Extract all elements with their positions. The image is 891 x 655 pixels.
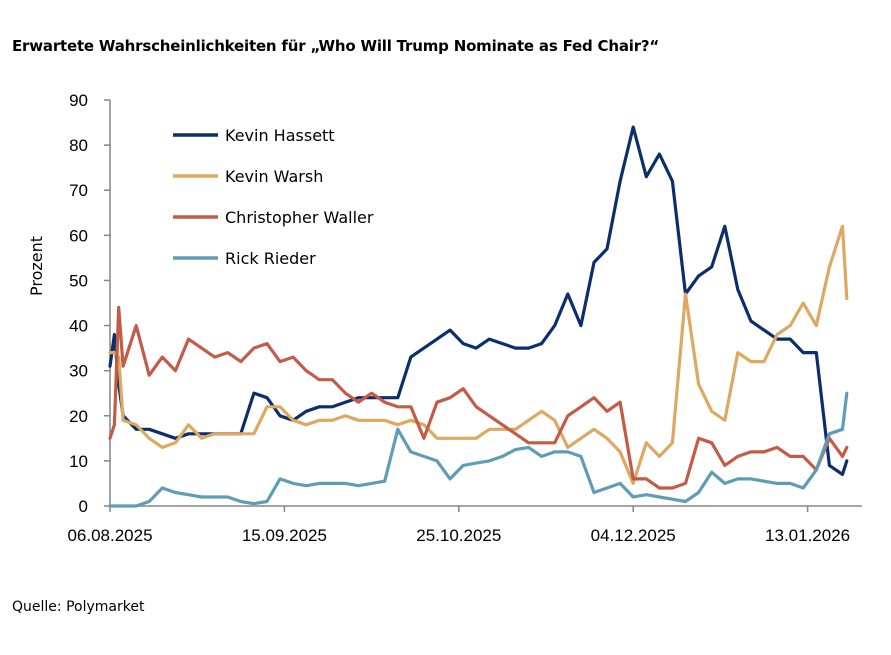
x-tick-label: 13.01.2026 [765, 526, 850, 545]
x-tick-label: 25.10.2025 [416, 526, 501, 545]
source-note: Quelle: Polymarket [12, 599, 145, 615]
legend: Kevin Hassett Kevin Warsh Christopher Wall… [173, 126, 374, 268]
series-line-rick-rieder [108, 391, 849, 508]
series-line-kevin-hassett [108, 125, 849, 476]
y-tick-label: 90 [69, 91, 88, 110]
x-tick-label: 06.08.2025 [67, 526, 152, 545]
y-tick-label: 10 [69, 452, 88, 471]
y-axis-label: Prozent [27, 236, 46, 296]
y-tick-label: 60 [69, 226, 88, 245]
series-lines [108, 125, 849, 508]
legend-label: Kevin Warsh [225, 167, 323, 186]
series-line-christopher-waller [108, 305, 849, 490]
legend-label: Rick Rieder [225, 249, 316, 268]
x-tick-label: 15.09.2025 [242, 526, 327, 545]
y-tick-label: 20 [69, 407, 88, 426]
legend-label: Christopher Waller [225, 208, 374, 227]
axes: 0 10 20 30 40 50 60 70 80 90 06.08.2025 15.09.2025 2… [67, 91, 862, 545]
y-tick-label: 50 [69, 271, 88, 290]
series-line-kevin-warsh [108, 224, 849, 485]
y-tick-label: 40 [69, 317, 88, 336]
y-tick-label: 80 [69, 136, 88, 155]
y-tick-label: 30 [69, 362, 88, 381]
x-tick-label: 04.12.2025 [591, 526, 676, 545]
y-tick-label: 0 [79, 497, 88, 516]
y-tick-label: 70 [69, 181, 88, 200]
chart-title: Erwartete Wahrscheinlichkeiten für „Who … [12, 37, 660, 55]
legend-label: Kevin Hassett [225, 126, 335, 145]
